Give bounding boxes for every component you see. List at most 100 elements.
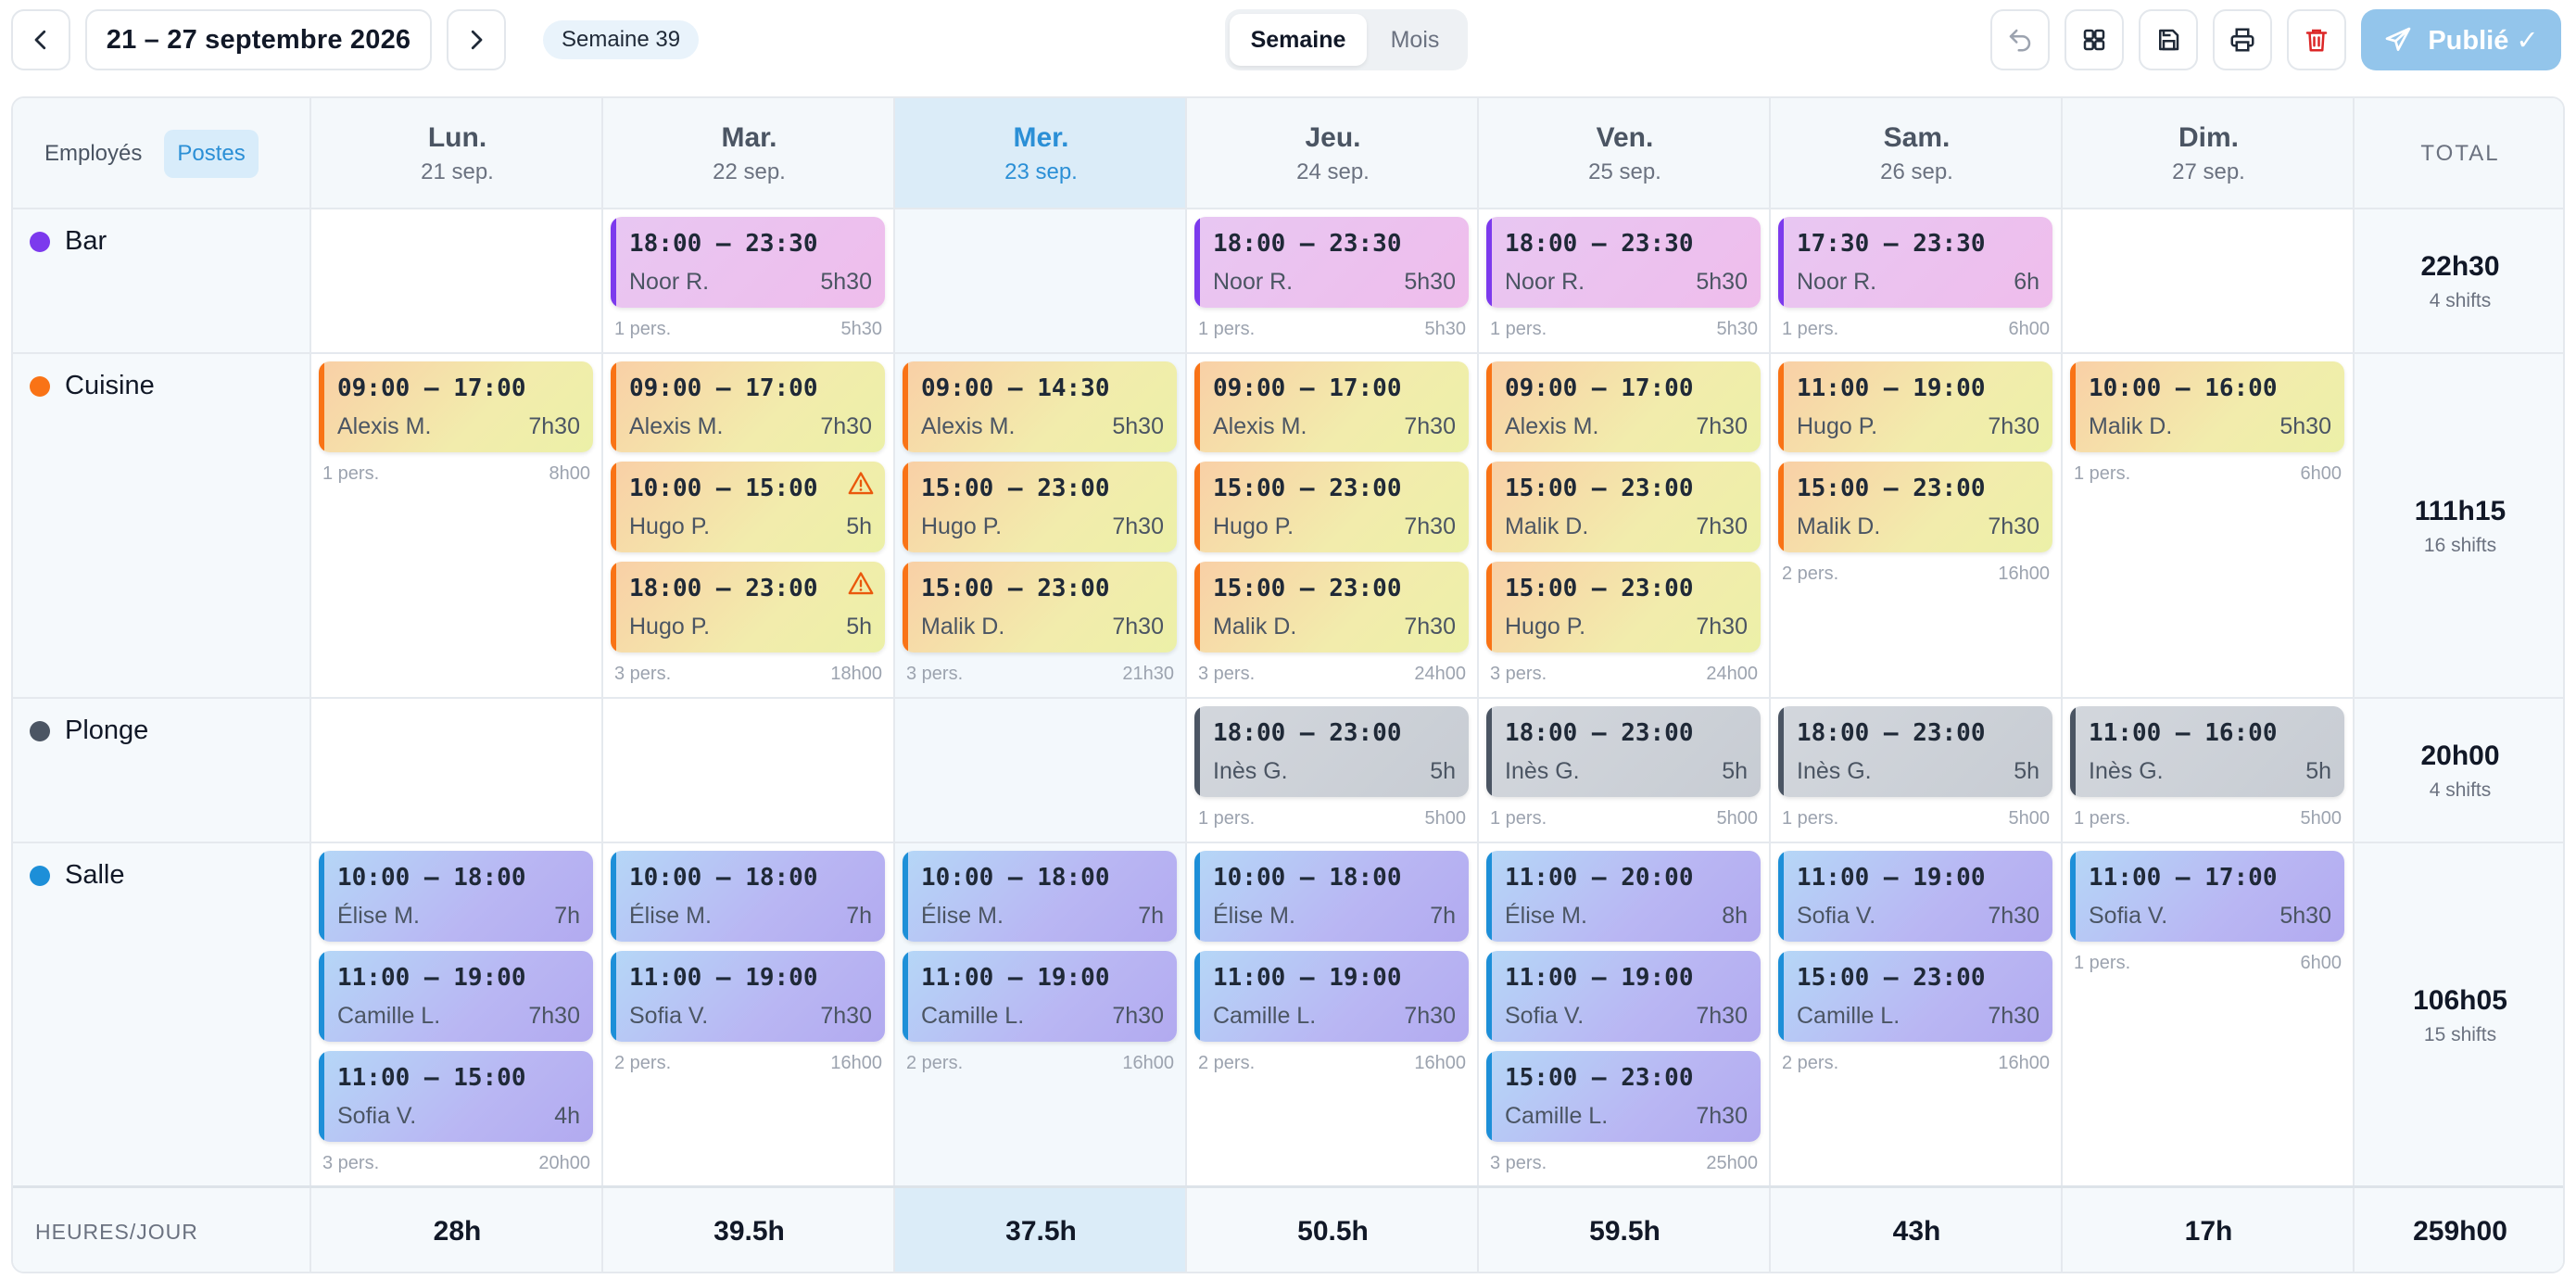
shift-card[interactable]: 11:00 – 19:00 Camille L. 7h30 <box>319 951 593 1042</box>
shift-card[interactable]: 15:00 – 23:00 Malik D. 7h30 <box>1778 462 2052 552</box>
cell-hours: 16h00 <box>830 1053 882 1073</box>
shift-card[interactable]: 15:00 – 23:00 Malik D. 7h30 <box>1194 562 1469 652</box>
day-header: Mar. 22 sep. <box>603 98 895 209</box>
shift-card[interactable]: 10:00 – 18:00 Élise M. 7h <box>903 851 1177 942</box>
shift-card[interactable]: 11:00 – 19:00 Camille L. 7h30 <box>903 951 1177 1042</box>
view-month-tab[interactable]: Mois <box>1390 26 1440 53</box>
grand-total: 259h00 <box>2413 1216 2507 1247</box>
shift-employee: Sofia V. <box>337 1103 417 1129</box>
shift-card[interactable]: 18:00 – 23:30 Noor R. 5h30 <box>1486 217 1761 308</box>
shift-card[interactable]: 10:00 – 18:00 Élise M. 7h <box>319 851 593 942</box>
shift-duration: 5h <box>846 614 872 640</box>
shift-card[interactable]: 17:30 – 23:30 Noor R. 6h <box>1778 217 2052 308</box>
day-date: 22 sep. <box>713 159 786 184</box>
shift-card[interactable]: 11:00 – 15:00 Sofia V. 4h <box>319 1051 593 1142</box>
shift-card[interactable]: 18:00 – 23:30 Noor R. 5h30 <box>611 217 885 308</box>
view-week-tab[interactable]: Semaine <box>1230 14 1367 66</box>
position-total-hours: 106h05 <box>2413 985 2507 1016</box>
shift-color-bar <box>1194 361 1200 452</box>
shift-card[interactable]: 18:00 – 23:00 Inès G. 5h <box>1194 706 1469 797</box>
shift-time: 09:00 – 17:00 <box>1505 374 1694 402</box>
delete-button[interactable] <box>2287 9 2346 70</box>
shift-card[interactable]: 09:00 – 14:30 Alexis M. 5h30 <box>903 361 1177 452</box>
cell-people-count: 1 pers. <box>1198 808 1256 829</box>
row-divider <box>13 697 2563 699</box>
shift-card[interactable]: 09:00 – 17:00 Alexis M. 7h30 <box>1486 361 1761 452</box>
shift-color-bar <box>1486 706 1492 797</box>
day-name: Dim. <box>2178 122 2239 153</box>
today-footer-bg <box>895 1188 1186 1272</box>
shift-card[interactable]: 11:00 – 19:00 Sofia V. 7h30 <box>1486 951 1761 1042</box>
shift-employee: Élise M. <box>1505 903 1587 929</box>
cell-people-count: 1 pers. <box>1198 319 1256 339</box>
shift-card[interactable]: 11:00 – 19:00 Hugo P. 7h30 <box>1778 361 2052 452</box>
shift-card[interactable]: 15:00 – 23:00 Hugo P. 7h30 <box>903 462 1177 552</box>
shift-card[interactable]: 18:00 – 23:00 Hugo P. 5h <box>611 562 885 652</box>
shift-color-bar <box>903 462 908 552</box>
shift-time: 18:00 – 23:30 <box>629 230 818 258</box>
shift-employee: Sofia V. <box>629 1003 709 1029</box>
shift-time: 11:00 – 19:00 <box>1797 374 1986 402</box>
shift-card[interactable]: 18:00 – 23:30 Noor R. 5h30 <box>1194 217 1469 308</box>
shift-card[interactable]: 09:00 – 17:00 Alexis M. 7h30 <box>1194 361 1469 452</box>
print-button[interactable] <box>2213 9 2272 70</box>
shift-card[interactable]: 15:00 – 23:00 Hugo P. 7h30 <box>1194 462 1469 552</box>
position-total: 22h30 4 shifts <box>2354 209 2563 354</box>
shift-card[interactable]: 11:00 – 19:00 Sofia V. 7h30 <box>611 951 885 1042</box>
cell-hours: 5h30 <box>1424 319 1467 339</box>
shift-card[interactable]: 11:00 – 20:00 Élise M. 8h <box>1486 851 1761 942</box>
shift-card[interactable]: 11:00 – 16:00 Inès G. 5h <box>2070 706 2344 797</box>
shift-time: 11:00 – 17:00 <box>2089 864 2278 892</box>
shift-time: 10:00 – 18:00 <box>629 864 818 892</box>
shift-card[interactable]: 10:00 – 18:00 Élise M. 7h <box>1194 851 1469 942</box>
shift-employee: Sofia V. <box>2089 903 2168 929</box>
positions-toggle[interactable]: Postes <box>164 130 259 178</box>
shift-card[interactable]: 15:00 – 23:00 Hugo P. 7h30 <box>1486 562 1761 652</box>
publish-label: Publié ✓ <box>2428 25 2539 56</box>
employees-toggle[interactable]: Employés <box>44 141 143 166</box>
shift-card[interactable]: 18:00 – 23:00 Inès G. 5h <box>1486 706 1761 797</box>
shift-card[interactable]: 18:00 – 23:00 Inès G. 5h <box>1778 706 2052 797</box>
shift-time: 15:00 – 23:00 <box>1505 1064 1694 1092</box>
shift-color-bar <box>611 217 616 308</box>
shift-card[interactable]: 11:00 – 19:00 Sofia V. 7h30 <box>1778 851 2052 942</box>
shift-card[interactable]: 15:00 – 23:00 Malik D. 7h30 <box>903 562 1177 652</box>
shift-employee: Noor R. <box>1505 269 1585 295</box>
shift-employee: Élise M. <box>1213 903 1295 929</box>
publish-button[interactable]: Publié ✓ <box>2361 9 2561 70</box>
cell-hours: 20h00 <box>538 1153 590 1173</box>
row-divider <box>13 1185 2563 1188</box>
templates-button[interactable] <box>2065 9 2124 70</box>
next-week-button[interactable] <box>447 9 506 70</box>
day-total-hours: 17h <box>2184 1216 2233 1247</box>
shift-employee: Hugo P. <box>629 614 711 640</box>
shift-color-bar <box>2070 851 2076 942</box>
shift-card[interactable]: 09:00 – 17:00 Alexis M. 7h30 <box>611 361 885 452</box>
shift-card[interactable]: 10:00 – 18:00 Élise M. 7h <box>611 851 885 942</box>
position-total: 106h05 15 shifts <box>2354 843 2563 1188</box>
shift-card[interactable]: 15:00 – 23:00 Camille L. 7h30 <box>1486 1051 1761 1142</box>
shift-employee: Sofia V. <box>1797 903 1876 929</box>
cell-hours: 5h30 <box>840 319 883 339</box>
save-button[interactable] <box>2139 9 2198 70</box>
shift-color-bar <box>1194 462 1200 552</box>
shift-card[interactable]: 10:00 – 16:00 Malik D. 5h30 <box>2070 361 2344 452</box>
shift-card[interactable]: 10:00 – 15:00 Hugo P. 5h <box>611 462 885 552</box>
shift-card[interactable]: 09:00 – 17:00 Alexis M. 7h30 <box>319 361 593 452</box>
shift-card[interactable]: 11:00 – 19:00 Camille L. 7h30 <box>1194 951 1469 1042</box>
shift-card[interactable]: 15:00 – 23:00 Malik D. 7h30 <box>1486 462 1761 552</box>
shift-color-bar <box>611 851 616 942</box>
shift-employee: Alexis M. <box>1505 413 1599 439</box>
shift-color-bar <box>611 951 616 1042</box>
shift-time: 15:00 – 23:00 <box>921 475 1110 502</box>
shift-time: 15:00 – 23:00 <box>1213 475 1402 502</box>
shift-duration: 4h <box>554 1103 580 1129</box>
undo-button[interactable] <box>1990 9 2050 70</box>
shift-employee: Hugo P. <box>1505 614 1586 640</box>
shift-card[interactable]: 11:00 – 17:00 Sofia V. 5h30 <box>2070 851 2344 942</box>
previous-week-button[interactable] <box>11 9 70 70</box>
date-range-button[interactable]: 21 – 27 septembre 2026 <box>85 9 432 70</box>
shift-employee: Inès G. <box>1505 758 1580 784</box>
shift-card[interactable]: 15:00 – 23:00 Camille L. 7h30 <box>1778 951 2052 1042</box>
column-divider <box>601 98 603 1272</box>
